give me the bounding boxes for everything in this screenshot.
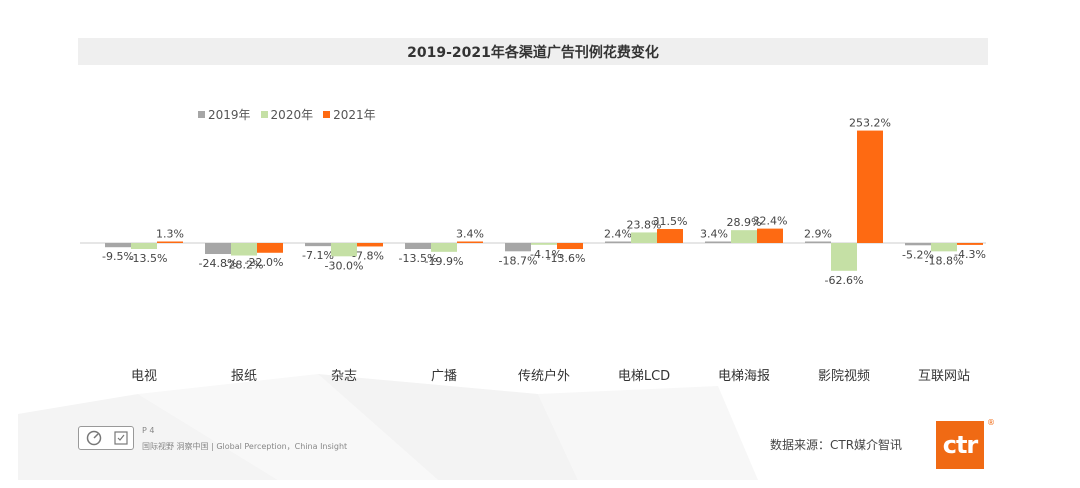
bar-2021-8: [857, 130, 883, 243]
category-label-8: 影院视频: [818, 369, 870, 384]
category-label-1: 电视: [131, 369, 157, 384]
category-label-3: 杂志: [331, 369, 357, 384]
bar-2019-6: [605, 241, 631, 243]
data-label-2021-7: 32.4%: [753, 215, 788, 228]
data-label-2020-1: -13.5%: [129, 252, 168, 265]
bar-2019-9: [905, 243, 931, 246]
legend: 2019年 2020年 2021年: [198, 106, 376, 123]
category-label-5: 传统户外: [518, 368, 570, 384]
ctr-logo: ctr: [936, 421, 984, 469]
bar-2021-4: [457, 241, 483, 243]
footer-slogan: 国际视野 洞察中国 | Global Perception，China Insi…: [142, 442, 348, 451]
data-label-2021-1: 1.3%: [156, 228, 184, 241]
legend-item-2020: 2020年: [260, 106, 314, 123]
data-label-2019-5: -18.7%: [499, 254, 538, 267]
bar-2020-3: [331, 243, 357, 257]
legend-label-2020: 2020年: [270, 108, 314, 122]
data-label-2020-3: -30.0%: [325, 259, 364, 272]
bar-chart: -9.5%-13.5%1.3%电视-24.8%-28.2%-22.0%报纸-7.…: [80, 117, 986, 384]
bar-2019-3: [305, 243, 331, 247]
bar-2019-8: [805, 241, 831, 243]
data-label-2019-3: -7.1%: [302, 249, 334, 262]
bar-2021-1: [157, 241, 183, 243]
data-label-2019-2: -24.8%: [199, 257, 238, 270]
data-label-2021-6: 31.5%: [653, 215, 688, 228]
data-label-2019-8: 2.9%: [804, 228, 832, 241]
bar-2020-5: [531, 243, 557, 245]
bar-2019-4: [405, 243, 431, 249]
legend-label-2021: 2021年: [333, 108, 376, 122]
chart-title: 2019-2021年各渠道广告刊例花费变化: [407, 44, 659, 61]
bar-2019-1: [105, 243, 131, 248]
bar-2020-1: [131, 243, 157, 249]
data-label-2020-2: -28.2%: [225, 259, 264, 272]
category-label-7: 电梯海报: [718, 369, 770, 384]
data-label-2019-6: 2.4%: [604, 228, 632, 241]
data-label-2020-7: 28.9%: [727, 216, 762, 229]
page-number: P 4: [142, 426, 155, 435]
certification-badge: [78, 426, 134, 450]
data-label-2021-3: -7.8%: [352, 249, 384, 262]
data-label-2020-6: 23.8%: [627, 218, 662, 231]
gauge-icon: [86, 430, 101, 446]
bar-2019-2: [205, 243, 231, 255]
bar-2020-6: [631, 232, 657, 243]
bar-2020-2: [231, 243, 257, 256]
legend-label-2019: 2019年: [208, 108, 251, 122]
data-label-2019-9: -5.2%: [902, 248, 934, 261]
legend-swatch-2021: [323, 111, 331, 118]
category-label-9: 互联网站: [918, 369, 970, 384]
seal-icon: [113, 431, 128, 445]
bar-2021-2: [257, 243, 283, 253]
bar-2021-7: [757, 228, 783, 243]
footer-text: P 4 国际视野 洞察中国 | Global Perception，China …: [142, 426, 347, 452]
data-label-2021-9: -4.3%: [954, 248, 986, 261]
data-label-2021-4: 3.4%: [456, 227, 484, 240]
data-label-2019-1: -9.5%: [102, 250, 134, 263]
data-label-2020-4: -19.9%: [425, 255, 464, 268]
bar-2019-5: [505, 243, 531, 252]
legend-swatch-2019: [198, 111, 205, 118]
bar-2021-6: [657, 229, 683, 243]
data-label-2019-7: 3.4%: [700, 227, 728, 240]
category-label-4: 广播: [431, 369, 457, 384]
bar-2019-7: [705, 241, 731, 243]
slide: 2019-2021年各渠道广告刊例花费变化 2019年 2020年 2021年 …: [18, 14, 1048, 480]
data-label-2021-8: 253.2%: [849, 117, 891, 130]
category-label-2: 报纸: [231, 369, 257, 384]
data-label-2021-2: -22.0%: [245, 256, 284, 269]
data-source: 数据来源：CTR媒介智讯: [770, 438, 903, 452]
bar-2021-3: [357, 243, 383, 247]
registered-mark: ®: [987, 418, 995, 427]
data-label-2019-4: -13.5%: [399, 252, 438, 265]
footer-left: P 4 国际视野 洞察中国 | Global Perception，China …: [78, 426, 347, 452]
legend-item-2021: 2021年: [323, 106, 376, 123]
chart-title-bar: 2019-2021年各渠道广告刊例花费变化: [78, 38, 988, 65]
data-label-2020-5: -4.1%: [530, 248, 562, 261]
data-label-2020-8: -62.6%: [825, 274, 864, 287]
category-label-6: 电梯LCD: [618, 369, 670, 384]
bar-2020-9: [931, 243, 957, 252]
background-polygons: [18, 374, 758, 480]
bar-2021-5: [557, 243, 583, 250]
data-label-2020-9: -18.8%: [925, 254, 964, 267]
bar-2020-8: [831, 243, 857, 271]
data-label-2021-5: -13.6%: [547, 252, 586, 265]
bar-2021-9: [957, 243, 983, 245]
legend-item-2019: 2019年: [198, 106, 251, 123]
bar-2020-7: [731, 230, 757, 243]
legend-swatch-2020: [260, 111, 268, 118]
bar-2020-4: [431, 243, 457, 252]
